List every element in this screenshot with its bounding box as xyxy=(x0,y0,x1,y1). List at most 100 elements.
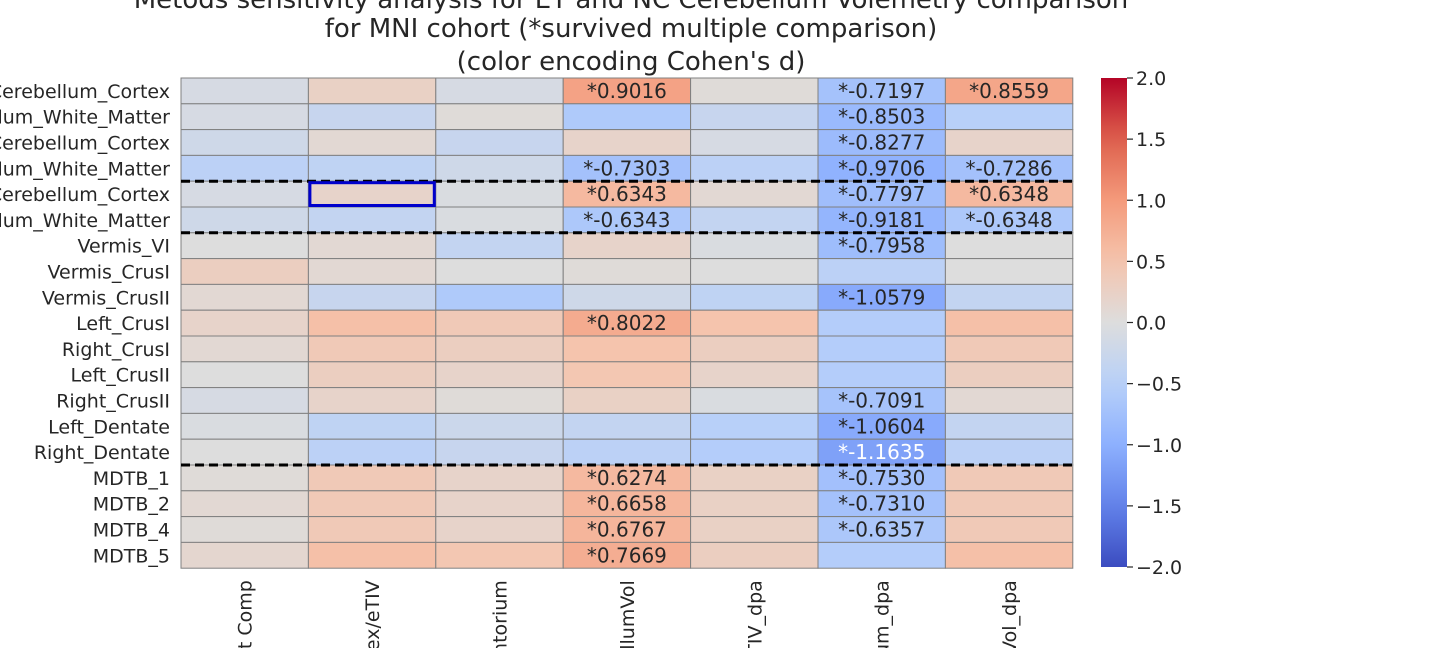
heatmap-cell xyxy=(435,232,564,260)
heatmap-cell xyxy=(307,283,437,311)
heatmap-cell xyxy=(435,129,564,156)
heatmap-cell xyxy=(562,412,692,440)
column-label: um_dpa xyxy=(872,580,894,648)
heatmap-cell xyxy=(180,412,309,440)
heatmap-cell xyxy=(435,258,564,285)
heatmap-cell xyxy=(944,232,1074,260)
heatmap-cell xyxy=(817,412,946,440)
heatmap-cell xyxy=(690,412,819,440)
row-label: Left_CrusI xyxy=(76,313,170,335)
heatmap-cell xyxy=(944,283,1074,311)
colorbar-tick-label: −1.0 xyxy=(1136,435,1182,457)
heatmap-cell xyxy=(944,516,1074,543)
row-label: MDTB_2 xyxy=(93,494,170,516)
colorbar xyxy=(1101,78,1127,567)
heatmap-cell xyxy=(817,309,946,337)
colorbar-tick-label: −1.5 xyxy=(1136,496,1182,518)
heatmap-cell xyxy=(944,154,1074,182)
heatmap-cell xyxy=(307,412,437,440)
row-label: Right_Cerebellum_White_Matter xyxy=(0,158,170,180)
row-label: Vermis_CrusI xyxy=(48,262,171,284)
heatmap-cell xyxy=(307,516,437,543)
heatmap-cell xyxy=(817,335,946,363)
cell-annotation: *-1.0604 xyxy=(838,414,925,438)
heatmap-cell xyxy=(307,490,437,518)
heatmap-cell xyxy=(690,438,819,466)
heatmap-cell xyxy=(307,335,437,363)
cell-annotation: *-0.7797 xyxy=(838,182,925,206)
heatmap-cell xyxy=(180,206,309,234)
heatmap-cell xyxy=(690,154,819,182)
heatmap-cell xyxy=(690,129,819,156)
column-label: ntorium xyxy=(490,580,512,648)
colorbar-tick-label: 0.5 xyxy=(1136,251,1166,273)
heatmap-cell xyxy=(562,387,692,414)
heatmap-cell xyxy=(180,309,309,337)
heatmap-cell xyxy=(817,541,946,569)
row-label: Vermis_CrusII xyxy=(42,287,170,309)
heatmap-cell xyxy=(690,361,819,389)
heatmap-cell xyxy=(562,516,692,543)
column-label: ex/eTIV xyxy=(362,580,384,648)
cell-annotation: *-0.7530 xyxy=(838,466,925,490)
heatmap-cell xyxy=(435,180,564,208)
heatmap-cell xyxy=(180,283,309,311)
heatmap-cell xyxy=(435,516,564,543)
heatmap-cell xyxy=(307,129,437,156)
cell-annotation: *-1.0579 xyxy=(838,285,925,309)
heatmap-cell xyxy=(180,129,309,156)
heatmap-cell xyxy=(307,206,437,234)
heatmap-cell xyxy=(562,258,692,285)
heatmap-cell xyxy=(307,438,437,466)
row-label: Left_Dentate xyxy=(48,416,170,438)
row-label: Cerebellum_Cortex xyxy=(0,184,170,206)
heatmap-cell xyxy=(435,387,564,414)
heatmap-cell xyxy=(690,232,819,260)
column-label: t Comp xyxy=(235,580,257,648)
heatmap-cell xyxy=(307,103,437,131)
heatmap-cell xyxy=(944,541,1074,569)
heatmap-cell xyxy=(180,541,309,569)
heatmap-cell xyxy=(562,232,692,260)
cell-annotation: *0.6658 xyxy=(587,492,667,516)
heatmap-cell xyxy=(435,412,564,440)
heatmap-cell xyxy=(435,206,564,234)
highlighted-cell-box xyxy=(308,181,436,207)
heatmap-cell xyxy=(307,232,437,260)
cell-annotation: *0.7669 xyxy=(587,543,667,567)
heatmap-cell xyxy=(690,103,819,131)
heatmap-cell xyxy=(435,490,564,518)
colorbar-tick-label: −2.0 xyxy=(1136,557,1182,579)
colorbar-tick-label: 1.5 xyxy=(1136,129,1166,151)
heatmap-cell xyxy=(690,541,819,569)
cell-annotation: *-0.7197 xyxy=(838,79,925,103)
heatmap-cell xyxy=(944,438,1074,466)
heatmap-cell xyxy=(180,361,309,389)
heatmap-cell xyxy=(944,103,1074,131)
heatmap-cell xyxy=(435,77,564,105)
cell-annotation: *-0.7091 xyxy=(838,389,925,413)
cell-annotation: *-1.1635 xyxy=(838,440,925,464)
cell-annotation: *0.9016 xyxy=(587,79,667,103)
cell-annotation: *-0.7310 xyxy=(838,492,925,516)
cell-annotation: *0.6343 xyxy=(587,182,667,206)
heatmap-cell xyxy=(690,490,819,518)
cell-annotation: *-0.6357 xyxy=(838,518,925,542)
heatmap-cell xyxy=(435,154,564,182)
heatmap-cell xyxy=(180,490,309,518)
row-label: Left_Cerebellum_Cortex xyxy=(0,81,170,103)
heatmap-cell xyxy=(180,103,309,131)
colorbar-tick-label: 2.0 xyxy=(1136,68,1166,90)
heatmap-cell xyxy=(435,464,564,492)
heatmap-cell xyxy=(690,206,819,234)
heatmap-cell xyxy=(435,438,564,466)
heatmap-cell xyxy=(562,438,692,466)
heatmap-cell xyxy=(180,464,309,492)
heatmap-cell xyxy=(180,232,309,260)
column-label: TIV_dpa xyxy=(744,580,766,648)
heatmap-cell xyxy=(180,516,309,543)
heatmap-cell xyxy=(817,77,946,105)
row-label: Left_CrusII xyxy=(71,365,170,387)
heatmap-cell xyxy=(562,283,692,311)
